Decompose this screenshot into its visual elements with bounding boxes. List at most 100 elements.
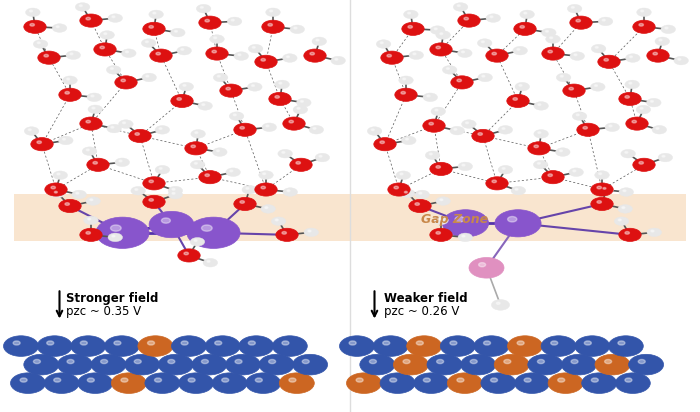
Circle shape xyxy=(143,195,165,208)
Circle shape xyxy=(162,218,170,223)
Circle shape xyxy=(414,373,449,393)
Circle shape xyxy=(608,336,643,356)
Circle shape xyxy=(430,228,452,241)
Circle shape xyxy=(293,354,328,375)
Circle shape xyxy=(458,14,480,27)
Circle shape xyxy=(477,39,492,47)
Circle shape xyxy=(513,98,517,100)
Circle shape xyxy=(662,155,665,157)
Circle shape xyxy=(430,162,452,176)
Circle shape xyxy=(205,174,209,176)
Circle shape xyxy=(559,150,562,152)
Circle shape xyxy=(466,122,468,124)
Circle shape xyxy=(76,3,90,11)
Circle shape xyxy=(615,217,629,225)
Circle shape xyxy=(111,68,113,69)
Circle shape xyxy=(275,80,289,89)
Circle shape xyxy=(88,218,90,220)
Circle shape xyxy=(615,373,650,393)
Circle shape xyxy=(279,373,314,393)
Circle shape xyxy=(44,54,48,57)
Circle shape xyxy=(470,359,477,364)
Circle shape xyxy=(360,354,395,375)
Circle shape xyxy=(131,187,146,195)
Circle shape xyxy=(86,149,89,151)
Circle shape xyxy=(618,341,625,345)
Circle shape xyxy=(451,76,473,89)
Circle shape xyxy=(63,76,77,84)
Circle shape xyxy=(399,76,413,84)
Circle shape xyxy=(571,7,574,8)
Circle shape xyxy=(248,44,263,53)
Circle shape xyxy=(440,199,443,201)
Circle shape xyxy=(436,197,450,205)
Circle shape xyxy=(52,24,66,32)
Circle shape xyxy=(458,49,472,58)
Circle shape xyxy=(538,162,540,164)
Circle shape xyxy=(47,341,54,345)
Circle shape xyxy=(388,183,410,196)
Circle shape xyxy=(481,373,516,393)
Circle shape xyxy=(653,52,657,55)
Circle shape xyxy=(171,94,193,108)
Circle shape xyxy=(233,114,236,116)
Circle shape xyxy=(222,378,229,382)
Circle shape xyxy=(59,88,81,101)
Circle shape xyxy=(619,92,641,105)
Circle shape xyxy=(655,37,670,46)
Circle shape xyxy=(228,17,241,26)
Circle shape xyxy=(56,26,60,28)
Circle shape xyxy=(214,73,228,82)
Circle shape xyxy=(625,232,629,234)
Circle shape xyxy=(507,94,529,108)
Circle shape xyxy=(640,10,643,12)
Circle shape xyxy=(149,199,153,201)
Circle shape xyxy=(442,210,489,237)
Circle shape xyxy=(44,373,79,393)
Circle shape xyxy=(217,75,220,77)
Circle shape xyxy=(377,40,391,48)
Circle shape xyxy=(172,188,175,190)
Circle shape xyxy=(545,30,548,32)
Circle shape xyxy=(609,125,612,127)
Circle shape xyxy=(225,354,260,375)
Circle shape xyxy=(24,20,46,33)
Circle shape xyxy=(261,205,275,213)
Circle shape xyxy=(214,37,216,39)
Circle shape xyxy=(184,252,188,255)
Circle shape xyxy=(252,47,256,48)
Circle shape xyxy=(519,84,522,86)
Circle shape xyxy=(576,114,579,116)
Circle shape xyxy=(13,341,20,345)
Circle shape xyxy=(584,341,592,345)
Circle shape xyxy=(524,378,531,382)
Circle shape xyxy=(76,192,79,194)
Circle shape xyxy=(149,10,163,19)
Circle shape xyxy=(300,101,303,102)
Circle shape xyxy=(106,66,121,74)
Circle shape xyxy=(636,105,651,114)
Circle shape xyxy=(234,197,256,211)
Circle shape xyxy=(661,25,676,34)
Circle shape xyxy=(401,91,405,94)
Circle shape xyxy=(118,120,133,129)
Circle shape xyxy=(283,117,305,130)
Circle shape xyxy=(514,22,536,35)
Circle shape xyxy=(235,359,242,364)
Circle shape xyxy=(576,19,580,22)
Circle shape xyxy=(226,87,230,90)
Circle shape xyxy=(262,123,276,131)
Circle shape xyxy=(678,59,681,60)
Circle shape xyxy=(149,211,194,238)
Circle shape xyxy=(335,59,338,60)
Circle shape xyxy=(457,79,461,82)
Circle shape xyxy=(416,341,424,345)
Circle shape xyxy=(54,378,61,382)
Circle shape xyxy=(622,207,625,208)
Circle shape xyxy=(226,168,240,176)
Circle shape xyxy=(637,8,651,16)
Circle shape xyxy=(393,354,428,375)
Circle shape xyxy=(155,378,162,382)
Circle shape xyxy=(563,84,585,97)
Circle shape xyxy=(159,168,162,169)
